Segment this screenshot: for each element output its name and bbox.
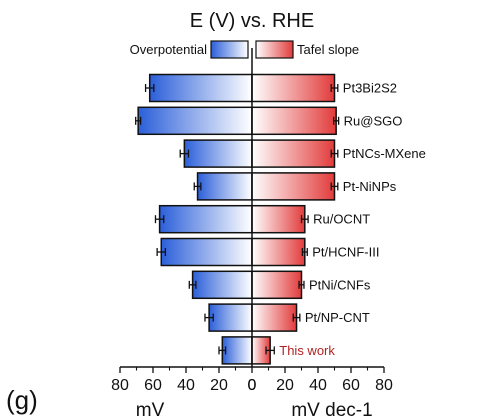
category-label-pt3bi2s2: Pt3Bi2S2 (343, 81, 397, 96)
bar-tafel-ptncs-mxene (251, 139, 336, 168)
bar-overpotential-ptncs-mxene (183, 139, 253, 168)
legend-swatch-tafel (255, 40, 294, 59)
panel-label: (g) (6, 385, 38, 415)
category-label-ptni-cnfs: PtNi/CNFs (309, 277, 371, 292)
legend: Overpotential Tafel slope (130, 40, 359, 59)
bar-overpotential-pt-ninps (196, 172, 253, 201)
x-tick-label-right-0: 0 (248, 377, 257, 394)
bar-overpotential-this-work (221, 336, 253, 365)
x-axis-right-label: mV dec-1 (291, 400, 372, 417)
x-tick-label-right-40: 40 (309, 377, 327, 394)
bar-overpotential-pt3bi2s2 (148, 73, 253, 103)
bar-tafel-pt-ninps (251, 172, 336, 201)
category-label-ru-sgo: Ru@SGO (344, 113, 403, 128)
bar-overpotential-ru-ocnt (158, 204, 253, 234)
legend-swatch-overpotential (210, 40, 249, 59)
x-tick-label-left-80: 80 (111, 377, 129, 394)
x-tick-label-left-40: 40 (177, 377, 195, 394)
bar-tafel-ru-sgo (251, 106, 337, 136)
category-label-pt-ninps: Pt-NiNPs (343, 179, 397, 194)
bar-overpotential-ptni-cnfs (191, 270, 253, 300)
bar-group: Pt3Bi2S2 Ru@SGO PtNCs-MXene Pt-NiNPs Ru/OCNT… (135, 48, 426, 367)
chart-title: E (V) vs. RHE (190, 10, 314, 32)
x-tick-label-left-0: 0 (248, 377, 257, 394)
category-label-ru-ocnt: Ru/OCNT (313, 212, 370, 227)
category-label-pt-hcnf-iii: Pt/HCNF-III (312, 245, 379, 260)
x-tick-label-right-60: 60 (342, 377, 360, 394)
bar-tafel-pt3bi2s2 (251, 73, 336, 103)
bar-overpotential-ru-sgo (137, 106, 253, 136)
bar-tafel-ptni-cnfs (251, 270, 303, 300)
x-axes: 80 60 40 20 00 20 40 60 80 (111, 366, 393, 394)
x-tick-label-right-20: 20 (276, 377, 294, 394)
legend-label-tafel: Tafel slope (297, 42, 359, 57)
bar-tafel-pt-hcnf-iii (251, 237, 306, 267)
x-tick-label-right-80: 80 (375, 377, 393, 394)
x-axis-left-label: mV (136, 400, 165, 417)
bar-overpotential-pt-np-cnt (208, 303, 253, 332)
bar-tafel-pt-np-cnt (251, 303, 298, 332)
bar-overpotential-pt-hcnf-iii (160, 237, 253, 267)
category-label-this-work: This work (279, 343, 335, 358)
x-tick-label-left-20: 20 (210, 377, 228, 394)
bar-tafel-ru-ocnt (251, 204, 306, 234)
legend-label-overpotential: Overpotential (130, 42, 207, 57)
category-label-pt-np-cnt: Pt/NP-CNT (305, 310, 370, 325)
category-label-ptncs-mxene: PtNCs-MXene (343, 146, 426, 161)
x-tick-label-left-60: 60 (144, 377, 162, 394)
